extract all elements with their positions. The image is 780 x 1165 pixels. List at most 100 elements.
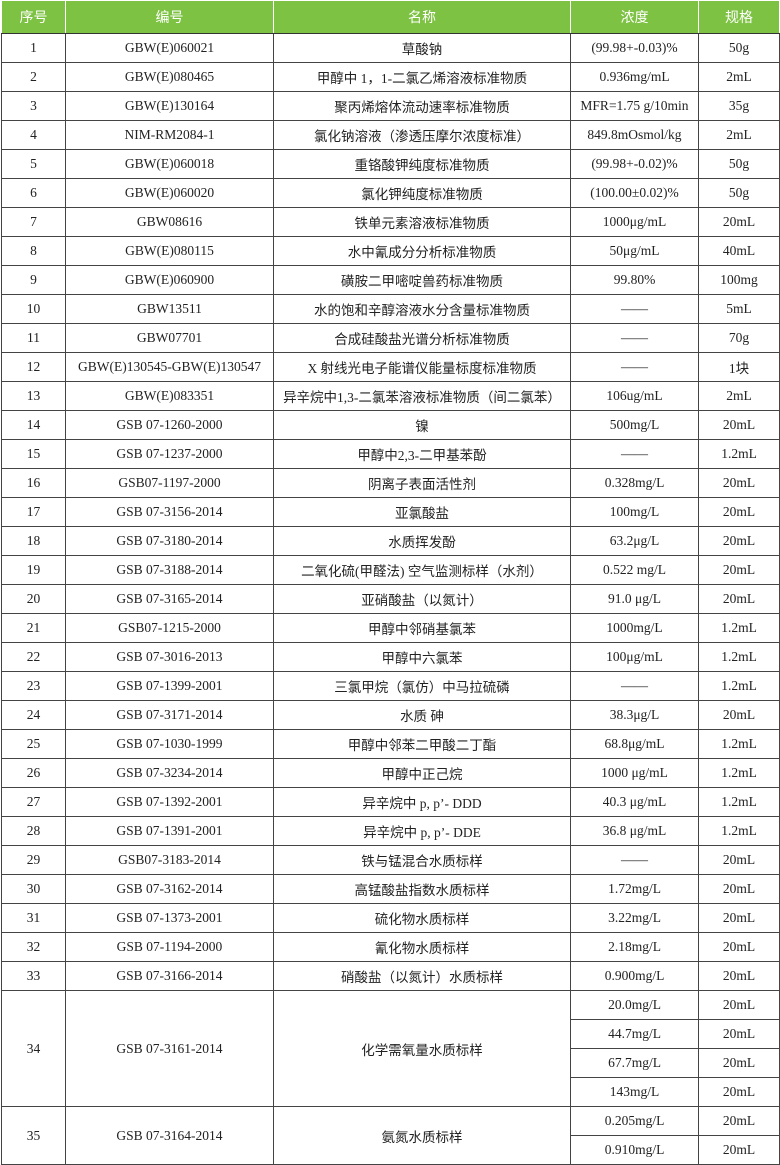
cell-spec: 1.2mL xyxy=(698,758,780,788)
cell-concentration: (99.98+-0.02)% xyxy=(570,149,699,179)
cell-name: 化学需氧量水质标样 xyxy=(273,990,571,1107)
cell-spec: 2mL xyxy=(698,381,780,411)
cell-concentration: —— xyxy=(570,294,699,324)
cell-number: 26 xyxy=(1,758,66,788)
cell-concentration: 100mg/L xyxy=(570,497,699,527)
cell-code: GSB 07-3162-2014 xyxy=(65,874,274,904)
table-row: 8 GBW(E)080115 水中氰成分分析标准物质 50μg/mL 40mL xyxy=(1,236,780,266)
table-row: 18 GSB 07-3180-2014 水质挥发酚 63.2μg/L 20mL xyxy=(1,526,780,556)
cell-code: GBW(E)080465 xyxy=(65,62,274,92)
header-name: 名称 xyxy=(273,0,571,34)
cell-spec: 1.2mL xyxy=(698,671,780,701)
table-row: 28 GSB 07-1391-2001 异辛烷中 p, p’- DDE 36.8 μg… xyxy=(1,816,780,846)
cell-number: 28 xyxy=(1,816,66,846)
table-row: 143mg/L 20mL xyxy=(2,1077,780,1107)
table-row: 7 GBW08616 铁单元素溶液标准物质 1000μg/mL 20mL xyxy=(1,207,780,237)
cell-code: GBW(E)060900 xyxy=(65,265,274,295)
cell-number: 13 xyxy=(1,381,66,411)
cell-name: 氰化物水质标样 xyxy=(273,932,571,962)
table-row: 10 GBW13511 水的饱和辛醇溶液水分含量标准物质 —— 5mL xyxy=(1,294,780,324)
table-row: 0.910mg/L 20mL xyxy=(2,1135,780,1165)
cell-name: 甲醇中六氯苯 xyxy=(273,642,571,672)
cell-number: 33 xyxy=(1,961,66,991)
cell-code: GSB 07-3234-2014 xyxy=(65,758,274,788)
cell-concentration: 20.0mg/L xyxy=(570,990,699,1020)
cell-name: 聚丙烯熔体流动速率标准物质 xyxy=(273,91,571,121)
cell-spec: 50g xyxy=(698,149,780,179)
cell-concentration: 100μg/mL xyxy=(570,642,699,672)
cell-name: 高锰酸盐指数水质标样 xyxy=(273,874,571,904)
cell-number: 24 xyxy=(1,700,66,730)
cell-spec: 1块 xyxy=(698,352,780,382)
table-row: 31 GSB 07-1373-2001 硫化物水质标样 3.22mg/L 20mL xyxy=(1,903,780,933)
cell-spec: 20mL xyxy=(698,961,780,991)
cell-number: 22 xyxy=(1,642,66,672)
cell-concentration: 0.936mg/mL xyxy=(570,62,699,92)
cell-spec: 20mL xyxy=(698,526,780,556)
table-row: 3 GBW(E)130164 聚丙烯熔体流动速率标准物质 MFR=1.75 g/10m… xyxy=(1,91,780,121)
cell-code: GSB 07-3165-2014 xyxy=(65,584,274,614)
cell-code: GSB 07-3171-2014 xyxy=(65,700,274,730)
cell-spec: 20mL xyxy=(698,1106,780,1136)
cell-name: 草酸钠 xyxy=(273,33,571,63)
cell-spec: 1.2mL xyxy=(698,642,780,672)
table-row: 1 GBW(E)060021 草酸钠 (99.98+-0.03)% 50g xyxy=(1,33,780,63)
cell-name: 氨氮水质标样 xyxy=(273,1106,571,1165)
cell-code: GSB 07-3156-2014 xyxy=(65,497,274,527)
table-row: 27 GSB 07-1392-2001 异辛烷中 p, p’- DDD 40.3 μg… xyxy=(1,787,780,817)
cell-spec: 2mL xyxy=(698,62,780,92)
cell-number: 5 xyxy=(1,149,66,179)
cell-name: 重铬酸钾纯度标准物质 xyxy=(273,149,571,179)
cell-concentration: 0.910mg/L xyxy=(570,1135,699,1165)
cell-spec: 20mL xyxy=(698,1048,780,1078)
cell-concentration: 38.3μg/L xyxy=(570,700,699,730)
cell-concentration: 68.8μg/mL xyxy=(570,729,699,759)
cell-concentration: 3.22mg/L xyxy=(570,903,699,933)
cell-spec: 100mg xyxy=(698,265,780,295)
cell-code: GBW(E)060020 xyxy=(65,178,274,208)
cell-concentration: 1000 μg/mL xyxy=(570,758,699,788)
cell-number: 4 xyxy=(1,120,66,150)
cell-code: GSB 07-3166-2014 xyxy=(65,961,274,991)
cell-code: GBW(E)080115 xyxy=(65,236,274,266)
cell-number: 29 xyxy=(1,845,66,875)
cell-spec: 35g xyxy=(698,91,780,121)
cell-number: 10 xyxy=(1,294,66,324)
cell-concentration: 67.7mg/L xyxy=(570,1048,699,1078)
table-row: 2 GBW(E)080465 甲醇中 1，1-二氯乙烯溶液标准物质 0.936mg/m… xyxy=(1,62,780,92)
cell-concentration: —— xyxy=(570,323,699,353)
cell-spec: 20mL xyxy=(698,497,780,527)
cell-spec: 20mL xyxy=(698,1135,780,1165)
cell-concentration: 106ug/mL xyxy=(570,381,699,411)
cell-name: 甲醇中正己烷 xyxy=(273,758,571,788)
header-code: 编号 xyxy=(65,0,274,34)
cell-name: 氯化钠溶液（渗透压摩尔浓度标准） xyxy=(273,120,571,150)
cell-spec: 20mL xyxy=(698,1077,780,1107)
table-header-row: 序号 编号 名称 浓度 规格 xyxy=(1,0,780,34)
cell-name: 甲醇中邻苯二甲酸二丁酯 xyxy=(273,729,571,759)
table-row: 14 GSB 07-1260-2000 镍 500mg/L 20mL xyxy=(1,410,780,440)
cell-number: 12 xyxy=(1,352,66,382)
cell-concentration: 500mg/L xyxy=(570,410,699,440)
cell-code: GSB 07-3161-2014 xyxy=(65,990,274,1107)
cell-name: 三氯甲烷（氯仿）中马拉硫磷 xyxy=(273,671,571,701)
cell-code: GSB07-1215-2000 xyxy=(65,613,274,643)
cell-name: 异辛烷中 p, p’- DDE xyxy=(273,816,571,846)
cell-name: 异辛烷中1,3-二氯苯溶液标准物质（间二氯苯） xyxy=(273,381,571,411)
cell-name: 水质 砷 xyxy=(273,700,571,730)
cell-spec: 20mL xyxy=(698,903,780,933)
cell-code: GSB 07-3180-2014 xyxy=(65,526,274,556)
table-row: 4 NIM-RM2084-1 氯化钠溶液（渗透压摩尔浓度标准） 849.8mOsmol… xyxy=(1,120,780,150)
cell-spec: 1.2mL xyxy=(698,787,780,817)
cell-concentration: 0.900mg/L xyxy=(570,961,699,991)
cell-spec: 20mL xyxy=(698,584,780,614)
cell-spec: 1.2mL xyxy=(698,729,780,759)
cell-name: 磺胺二甲嘧啶兽药标准物质 xyxy=(273,265,571,295)
cell-concentration: —— xyxy=(570,671,699,701)
cell-code: GBW(E)130545-GBW(E)130547 xyxy=(65,352,274,382)
cell-concentration: —— xyxy=(570,439,699,469)
cell-spec: 20mL xyxy=(698,990,780,1020)
cell-concentration: 99.80% xyxy=(570,265,699,295)
table-row: 13 GBW(E)083351 异辛烷中1,3-二氯苯溶液标准物质（间二氯苯） 106… xyxy=(1,381,780,411)
cell-concentration: 0.328mg/L xyxy=(570,468,699,498)
